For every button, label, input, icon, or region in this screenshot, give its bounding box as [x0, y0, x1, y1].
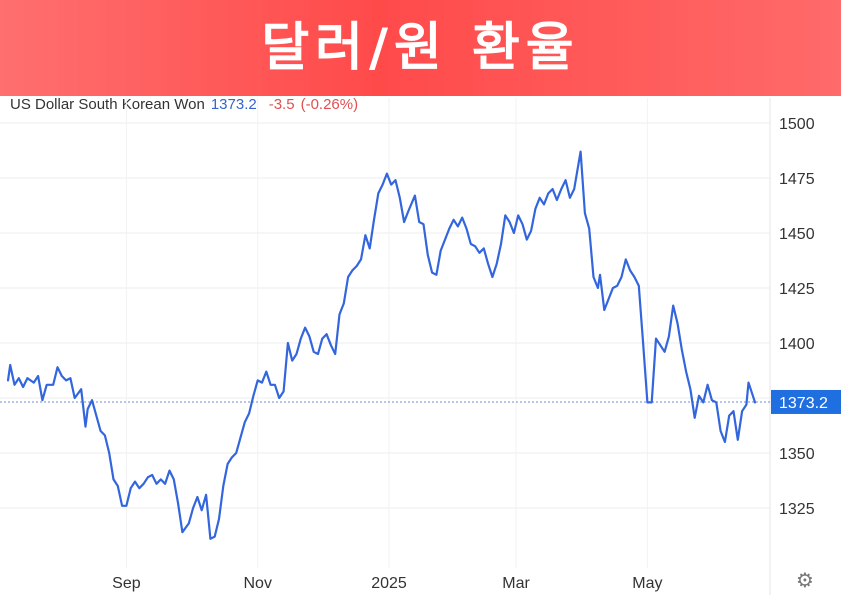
x-tick-label: Nov: [243, 575, 271, 592]
instrument-name: US Dollar South Korean Won: [10, 96, 205, 113]
y-tick-label: 1475: [779, 171, 815, 188]
gear-icon[interactable]: ⚙: [796, 568, 814, 592]
banner-title: 달러/원 환율: [261, 18, 580, 78]
series-line-usd-krw: [6, 150, 757, 540]
y-tick-label: 1350: [779, 446, 815, 463]
y-tick-label: 1425: [779, 281, 815, 298]
chart-header: US Dollar South Korean Won 1373.2 -3.5 (-0.…: [10, 96, 358, 113]
price-change-percent: (-0.26%): [300, 96, 359, 113]
y-tick-label: 1325: [779, 501, 815, 518]
x-tick-label: 2025: [371, 575, 407, 592]
last-price: 1373.2: [210, 96, 257, 113]
x-tick-label: Sep: [112, 575, 141, 592]
x-tick-label: May: [632, 575, 662, 592]
x-tick-label: Mar: [502, 575, 530, 592]
title-banner: [0, 0, 841, 96]
price-change: -3.5: [268, 96, 295, 113]
price-tag-label: 1373.2: [779, 395, 828, 412]
price-tag-background: [771, 389, 841, 414]
y-tick-label: 1450: [779, 226, 815, 243]
y-tick-label: 1400: [779, 336, 815, 353]
y-tick-label: 1500: [779, 116, 815, 133]
